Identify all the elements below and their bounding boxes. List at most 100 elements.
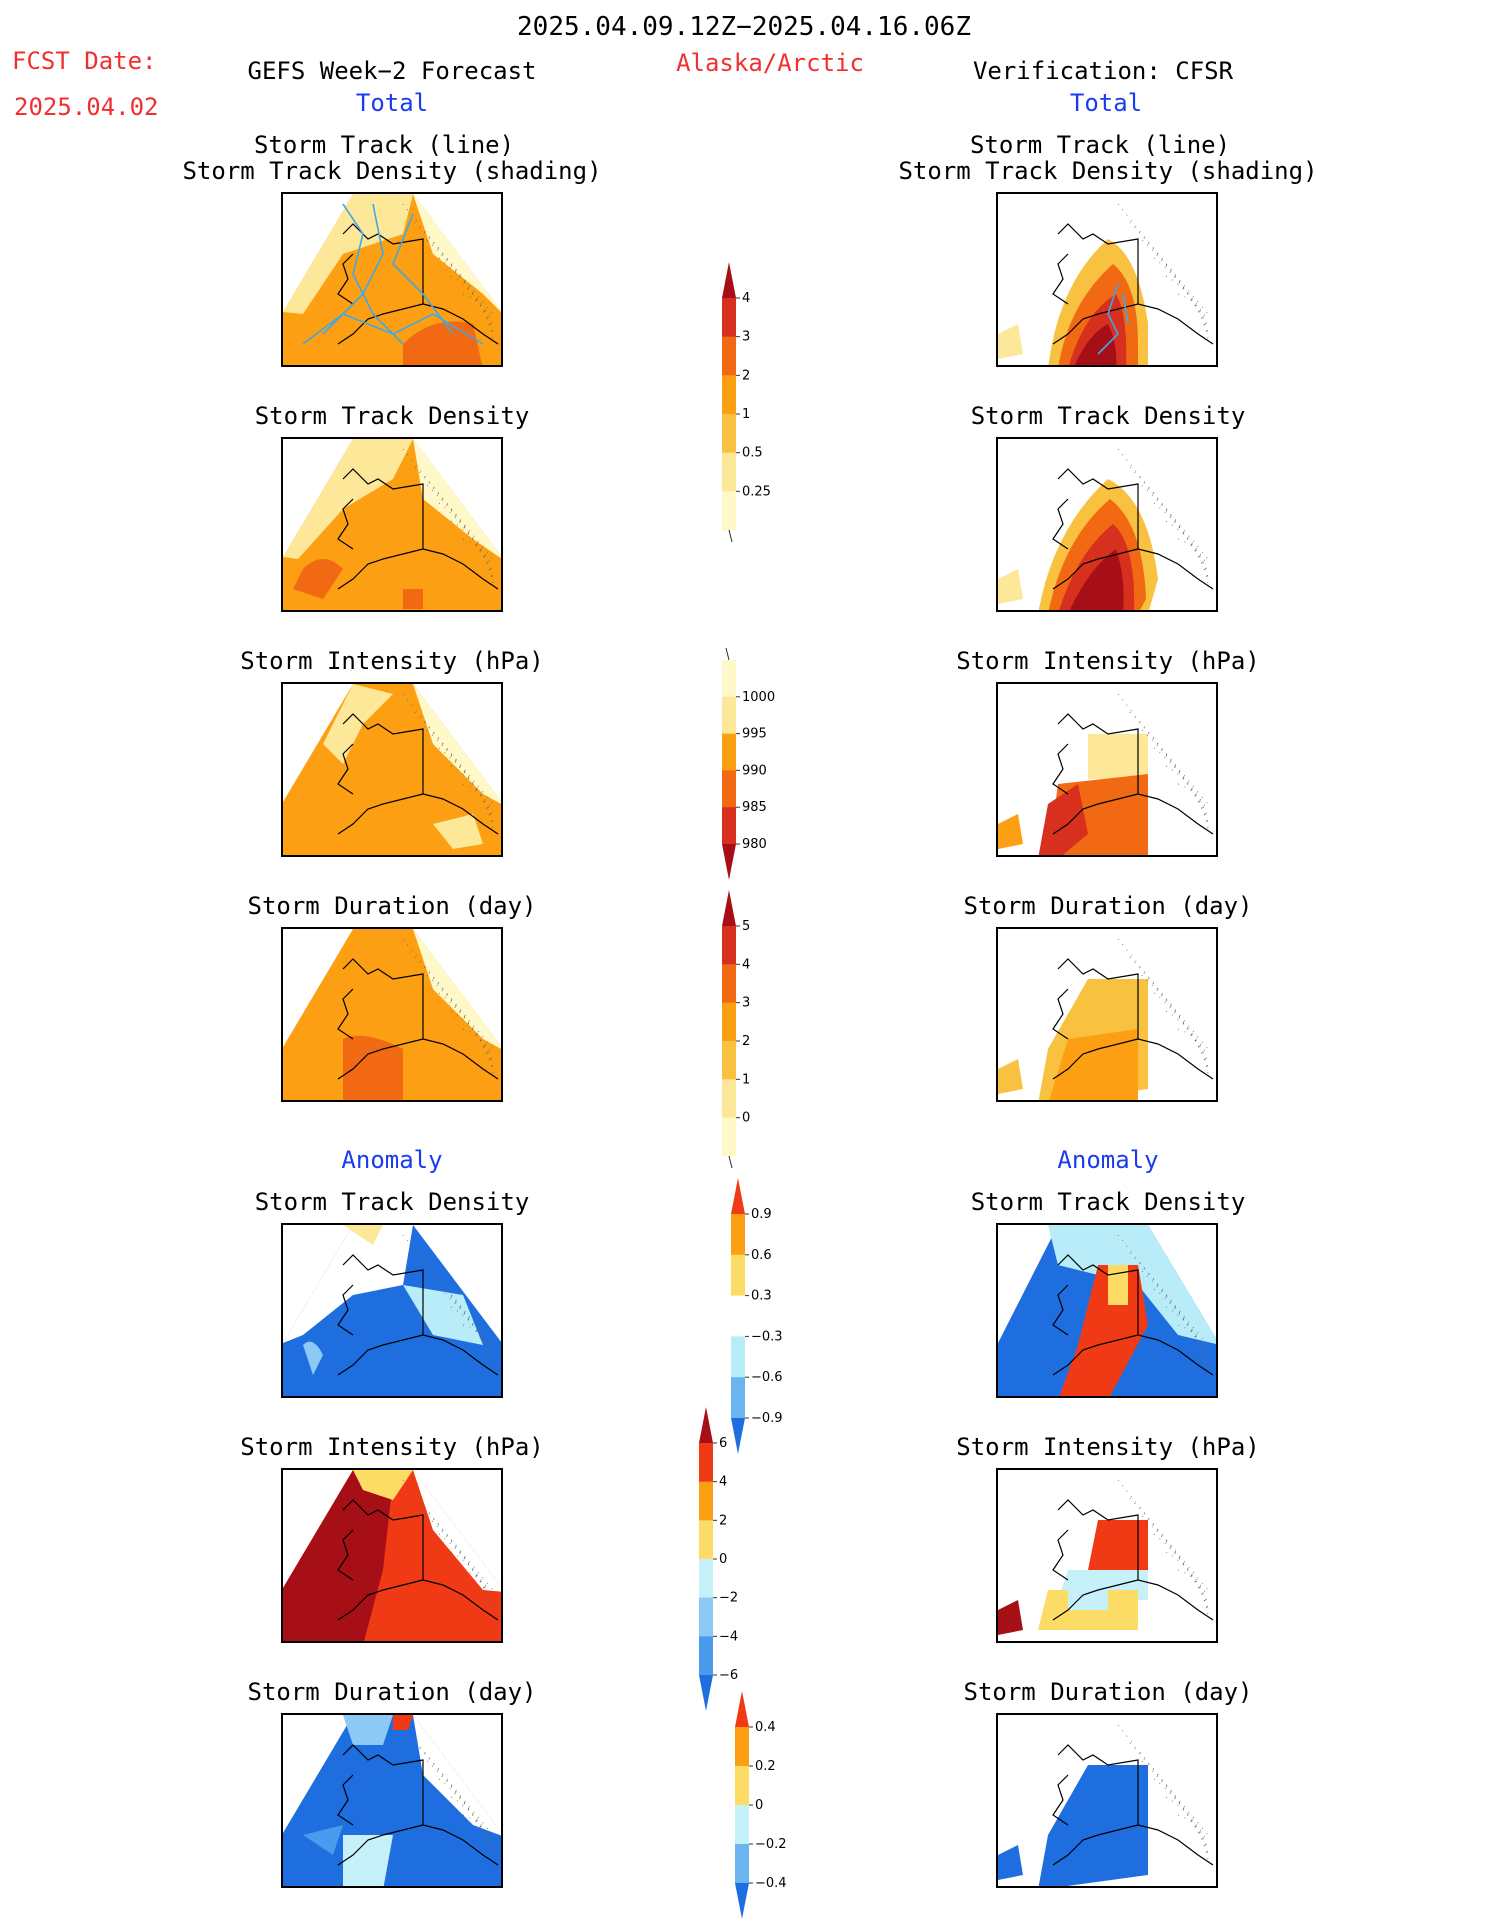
colorbar-segment bbox=[699, 1559, 713, 1599]
map-density-verification bbox=[996, 437, 1218, 612]
shaded-region bbox=[283, 1225, 413, 1343]
title-density-anom-right: Storm Track Density bbox=[970, 1188, 1246, 1216]
shaded-region bbox=[1108, 1265, 1128, 1305]
shaded-region bbox=[283, 439, 413, 559]
colorbar-segment bbox=[735, 1766, 749, 1806]
shaded-region bbox=[403, 589, 423, 609]
colorbar-segment bbox=[735, 1727, 749, 1767]
shaded-region bbox=[413, 1715, 501, 1836]
shaded-region bbox=[998, 1845, 1023, 1880]
shaded-region bbox=[998, 1600, 1023, 1635]
colorbar-segment bbox=[735, 1805, 749, 1845]
shaded-region bbox=[433, 814, 483, 849]
colorbar-segment bbox=[699, 1636, 713, 1676]
title-track-shading-right: Storm Track Density (shading) bbox=[898, 157, 1318, 185]
colorbar-segment bbox=[722, 414, 736, 454]
section-anomaly-right: Anomaly bbox=[1057, 1146, 1159, 1174]
shaded-region bbox=[413, 194, 501, 312]
shaded-region bbox=[1038, 784, 1088, 855]
colorbar-tick-label: 985 bbox=[742, 800, 767, 815]
title-intensity-left: Storm Intensity (hPa) bbox=[240, 647, 544, 675]
map-density-anomaly-verification bbox=[996, 1223, 1218, 1398]
colorbar-top-triangle bbox=[722, 262, 736, 298]
shaded-region bbox=[393, 1715, 413, 1730]
title-duration-anom-right: Storm Duration (day) bbox=[963, 1678, 1253, 1706]
colorbar-segment bbox=[722, 660, 736, 698]
shaded-region bbox=[413, 1470, 501, 1592]
shaded-region bbox=[343, 1835, 393, 1886]
shaded-region bbox=[303, 1825, 343, 1855]
colorbar-segment bbox=[722, 452, 736, 492]
colorbar-density-anomaly: 0.9 0.6 0.3 −0.3 −0.6 −0.9 bbox=[731, 1178, 801, 1458]
shaded-region bbox=[343, 1715, 393, 1745]
colorbar-tick-label: 0.2 bbox=[755, 1759, 776, 1774]
colorbar-segment bbox=[731, 1336, 745, 1378]
colorbar-segment bbox=[731, 1377, 745, 1419]
colorbar-tick-label: 1 bbox=[742, 407, 750, 422]
map-density-anomaly-forecast bbox=[281, 1223, 503, 1398]
colorbar-duration-total: 5 4 3 2 1 0 bbox=[722, 890, 792, 1172]
shaded-region bbox=[998, 324, 1023, 359]
colorbar-segment bbox=[699, 1443, 713, 1483]
title-track-line-right: Storm Track (line) bbox=[969, 131, 1231, 159]
colorbar-segment bbox=[722, 1002, 736, 1042]
title-duration-anom-left: Storm Duration (day) bbox=[247, 1678, 537, 1706]
colorbar-intensity-total: 1000 995 990 985 980 bbox=[722, 647, 792, 884]
colorbar-tick-label: 3 bbox=[742, 330, 750, 345]
colorbar-tick-label: 0.3 bbox=[751, 1289, 772, 1304]
colorbar-tick-label: −0.4 bbox=[755, 1876, 787, 1891]
colorbar-tick-label: 0.6 bbox=[751, 1248, 772, 1263]
map-density-forecast bbox=[281, 437, 503, 612]
colorbar-top-triangle bbox=[699, 1407, 713, 1443]
map-track-line-verification bbox=[996, 192, 1218, 367]
storm-track-lines bbox=[1097, 283, 1129, 355]
colorbar-segment bbox=[699, 1481, 713, 1521]
colorbar-tick-label: −0.2 bbox=[755, 1837, 787, 1852]
colorbar-tick-label: 980 bbox=[742, 837, 767, 852]
colorbar-tick-label: −2 bbox=[719, 1591, 738, 1606]
shaded-region bbox=[998, 569, 1023, 604]
colorbar-top-triangle bbox=[731, 1178, 745, 1214]
colorbar-segment bbox=[722, 336, 736, 376]
title-intensity-right: Storm Intensity (hPa) bbox=[956, 647, 1260, 675]
colorbar-segment bbox=[731, 1214, 745, 1256]
title-track-line-left: Storm Track (line) bbox=[253, 131, 515, 159]
shaded-region bbox=[283, 1715, 501, 1886]
colorbar-bottom-triangle bbox=[735, 1883, 749, 1919]
colorbar-segment bbox=[699, 1597, 713, 1637]
colorbar-bottom-triangle bbox=[699, 1675, 713, 1711]
shaded-region bbox=[1069, 549, 1124, 610]
shaded-region bbox=[283, 929, 501, 1100]
map-intensity-verification bbox=[996, 682, 1218, 857]
map-track-line-forecast bbox=[281, 192, 503, 367]
colorbar-segment bbox=[722, 926, 736, 965]
colorbar-tick-label: 2 bbox=[719, 1513, 727, 1528]
colorbar-tick-label: 1000 bbox=[742, 690, 775, 705]
title-density-right: Storm Track Density bbox=[970, 402, 1246, 430]
map-duration-anomaly-verification bbox=[996, 1713, 1218, 1888]
colorbar-segment bbox=[722, 807, 736, 845]
map-duration-anomaly-forecast bbox=[281, 1713, 503, 1888]
title-duration-left: Storm Duration (day) bbox=[247, 892, 537, 920]
shaded-region bbox=[353, 1470, 413, 1500]
shaded-region bbox=[1048, 1225, 1216, 1345]
colorbar-tick-label: −0.9 bbox=[751, 1411, 783, 1426]
colorbar-segment bbox=[722, 696, 736, 735]
shaded-region bbox=[1074, 324, 1117, 365]
colorbar-tick-label: 2 bbox=[742, 1034, 750, 1049]
colorbar-segment bbox=[722, 964, 736, 1004]
colorbar-segment bbox=[722, 375, 736, 415]
valid-period: 2025.04.09.12Z−2025.04.16.06Z bbox=[517, 12, 971, 42]
title-density-left: Storm Track Density bbox=[254, 402, 530, 430]
colorbar-top-triangle bbox=[735, 1691, 749, 1727]
colorbar-segment bbox=[722, 1041, 736, 1080]
map-duration-forecast bbox=[281, 927, 503, 1102]
colorbar-bottom-triangle bbox=[722, 844, 736, 880]
shaded-region bbox=[413, 929, 501, 1049]
section-total-right: Total bbox=[1069, 89, 1143, 117]
shaded-region bbox=[303, 1341, 323, 1375]
colorbar-tick-label: 4 bbox=[742, 291, 750, 306]
colorbar-tick-label: 0 bbox=[742, 1111, 750, 1126]
colorbar-tick-label: −4 bbox=[719, 1629, 738, 1644]
colorbar-tick-label: 0.25 bbox=[742, 484, 771, 499]
